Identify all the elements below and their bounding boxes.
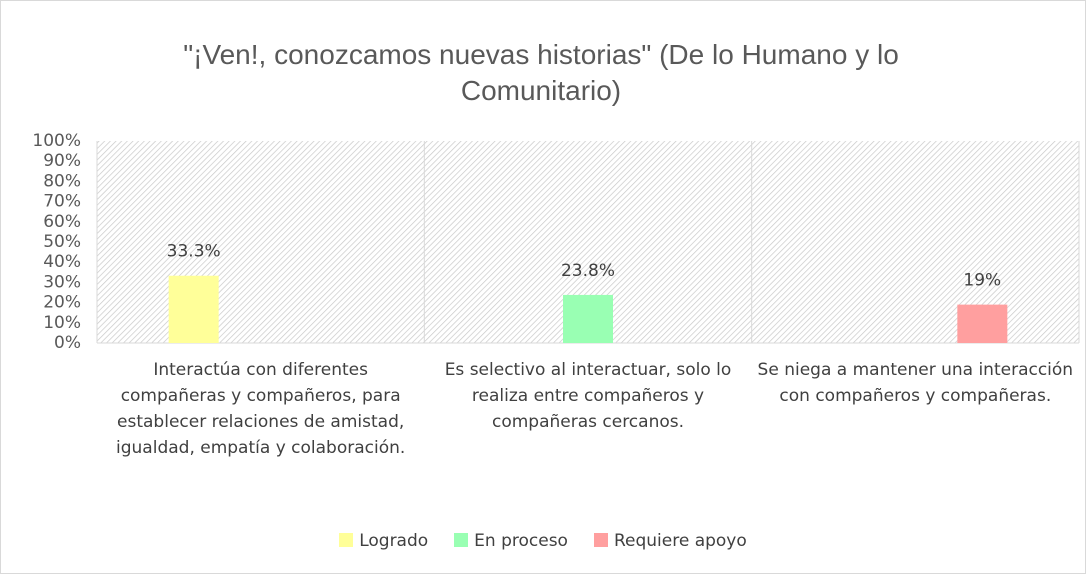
legend-item: Logrado (339, 531, 428, 551)
x-tick-label: Se niega a mantener una interacción con … (757, 360, 1074, 406)
legend-swatch (339, 533, 354, 547)
y-tick-label: 80% (43, 171, 81, 191)
y-tick-label: 30% (43, 272, 81, 292)
data-label: 33.3% (167, 242, 221, 262)
legend-label: Logrado (359, 531, 429, 551)
legend-swatch (454, 533, 469, 547)
y-tick-label: 100% (32, 131, 81, 151)
x-tick-label: Es selectivo al interactuar, solo lo rea… (444, 360, 732, 432)
bar (957, 304, 1008, 343)
legend-swatch (593, 533, 608, 547)
legend-label: En proceso (474, 531, 568, 551)
data-label: 19% (963, 271, 1001, 291)
y-tick-label: 60% (43, 212, 81, 232)
y-tick-label: 50% (43, 232, 81, 252)
bar (563, 294, 613, 343)
legend-item: En proceso (454, 531, 568, 551)
legend-item: Requiere apoyo (593, 531, 747, 551)
y-tick-label: 20% (43, 293, 81, 313)
chart-title: "¡Ven!, conozcamos nuevas historias" (De… (183, 39, 899, 106)
y-tick-label: 0% (54, 333, 81, 353)
data-label: 23.8% (561, 261, 615, 281)
y-tick-label: 70% (43, 192, 81, 212)
bar (168, 275, 219, 343)
y-tick-label: 40% (43, 252, 81, 272)
y-tick-label: 10% (43, 313, 81, 333)
legend: Logrado En proceso Requiere apoyo (1, 531, 1085, 551)
x-tick-label: Interactúa con diferentes compañeras y c… (116, 360, 406, 458)
legend-label: Requiere apoyo (613, 531, 747, 551)
y-tick-label: 90% (43, 151, 81, 171)
